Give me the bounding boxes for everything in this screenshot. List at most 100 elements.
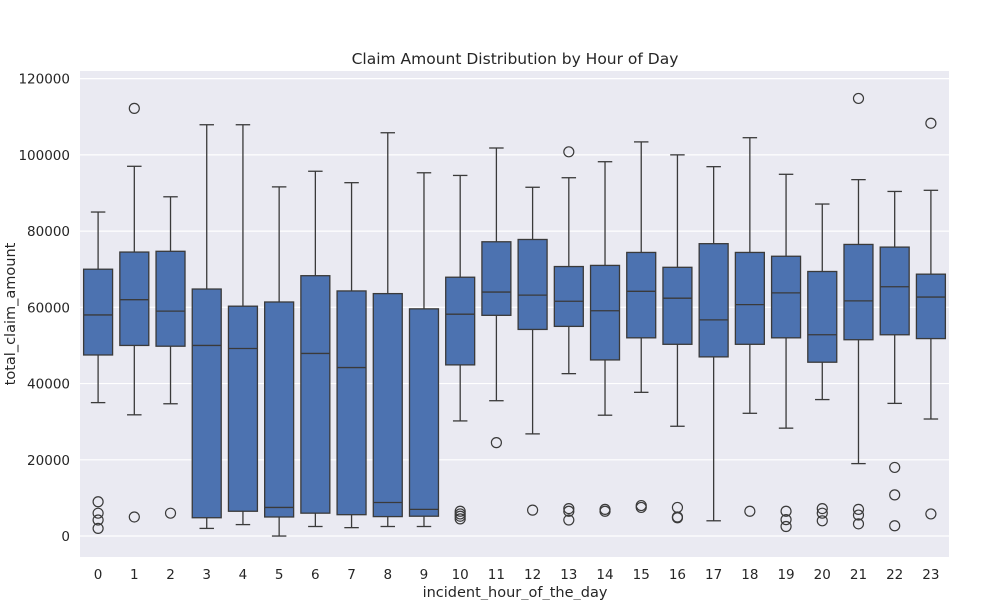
y-tick-label: 20000: [27, 453, 70, 469]
box-group-hour-6: [300, 170, 331, 528]
box-iqr: [662, 266, 693, 345]
box-iqr: [119, 251, 150, 347]
x-tick-label: 20: [814, 567, 831, 583]
outlier-point: [852, 92, 865, 105]
x-tick-label: 15: [633, 567, 650, 583]
x-tick-label: 10: [452, 567, 469, 583]
box-iqr: [807, 270, 838, 363]
x-tick-label: 21: [850, 567, 867, 583]
box-iqr: [770, 255, 802, 339]
outlier-point: [889, 461, 901, 474]
box-iqr: [372, 292, 403, 518]
x-tick-label: 6: [311, 567, 320, 583]
x-tick-label: 18: [741, 567, 758, 583]
y-tick-label: 40000: [27, 377, 70, 393]
box-iqr: [698, 243, 729, 358]
outlier-point: [454, 505, 466, 517]
x-axis-ticks: 0 1 2 3 4 5 6 7 8 9 10 11 12 13 14 15 16 17 18 19 20 21 22 23: [94, 567, 940, 583]
outlier-point: [563, 146, 575, 158]
x-tick-label: 5: [275, 567, 284, 583]
outlier-point: [527, 504, 539, 516]
x-tick-label: 1: [130, 567, 139, 583]
box-iqr: [336, 290, 367, 516]
box-iqr: [227, 305, 259, 512]
boxes: [82, 92, 947, 537]
x-tick-label: 2: [166, 567, 175, 583]
box-group-hour-16: [662, 154, 693, 524]
box-iqr: [481, 241, 512, 316]
outlier-point: [92, 507, 104, 519]
y-tick-label: 0: [61, 529, 70, 545]
x-axis-title: incident_hour_of_the_day: [423, 585, 608, 600]
outlier-point: [563, 505, 575, 517]
outlier-point: [599, 505, 611, 517]
outlier-point: [889, 489, 901, 501]
outlier-point: [92, 496, 104, 508]
x-tick-label: 4: [239, 567, 248, 583]
outlier-point: [780, 520, 792, 533]
outlier-point: [816, 507, 828, 519]
box-group-hour-17: [698, 166, 729, 522]
y-tick-label: 120000: [18, 72, 70, 88]
outlier-point: [780, 505, 792, 517]
y-axis-ticks: 0 20000 40000 60000 80000 100000 120000: [18, 72, 70, 545]
box-group-hour-15: [626, 141, 657, 514]
box-group-hour-21: [843, 92, 874, 530]
x-tick-label: 9: [420, 567, 429, 583]
box-group-hour-22: [879, 190, 910, 532]
x-tick-label: 7: [347, 567, 356, 583]
y-tick-label: 80000: [27, 224, 70, 240]
box-group-hour-12: [517, 186, 548, 516]
gridlines: [80, 78, 949, 537]
box-iqr: [553, 265, 584, 328]
outlier-point: [671, 512, 684, 524]
outlier-point: [92, 514, 104, 526]
box-iqr: [82, 268, 114, 356]
y-axis-title: total_claim_amount: [3, 242, 19, 385]
box-group-hour-19: [770, 173, 802, 533]
box-group-hour-11: [481, 147, 512, 449]
outlier-point: [563, 502, 575, 515]
outlier-point: [92, 522, 104, 535]
outlier-point: [816, 515, 828, 527]
box-iqr: [300, 275, 331, 514]
outlier-point: [744, 505, 756, 517]
x-tick-label: 0: [94, 567, 103, 583]
box-iqr: [915, 273, 947, 340]
y-tick-label: 100000: [18, 148, 70, 164]
x-tick-label: 8: [383, 567, 392, 583]
y-tick-label: 60000: [27, 300, 70, 316]
outlier-point: [128, 102, 140, 114]
box-group-hour-14: [589, 161, 621, 517]
x-tick-label: 22: [886, 567, 903, 583]
box-group-hour-2: [155, 196, 186, 519]
outlier-point: [454, 510, 466, 522]
box-group-hour-8: [372, 132, 403, 528]
x-tick-label: 23: [922, 567, 939, 583]
box-iqr: [445, 276, 476, 366]
outlier-point: [454, 513, 466, 525]
plot-area: [80, 71, 949, 557]
outlier-point: [780, 514, 792, 526]
box-group-hour-10: [445, 174, 476, 525]
x-tick-label: 12: [524, 567, 541, 583]
box-iqr: [517, 238, 548, 331]
outlier-point: [852, 518, 865, 530]
outlier-point: [925, 508, 937, 520]
chart-title: Claim Amount Distribution by Hour of Day: [352, 50, 679, 68]
box-group-hour-9: [408, 172, 440, 528]
box-iqr: [626, 251, 657, 339]
box-iqr: [734, 251, 765, 345]
box-iqr: [843, 243, 874, 341]
outlier-point: [816, 502, 828, 515]
x-tick-label: 14: [596, 567, 613, 583]
box-iqr: [879, 246, 910, 336]
outlier-point: [889, 520, 901, 532]
outlier-point: [925, 117, 937, 129]
x-tick-label: 16: [669, 567, 686, 583]
box-group-hour-3: [191, 124, 222, 530]
box-group-hour-23: [915, 117, 947, 520]
box-iqr: [155, 250, 186, 347]
box-group-hour-18: [734, 137, 765, 517]
